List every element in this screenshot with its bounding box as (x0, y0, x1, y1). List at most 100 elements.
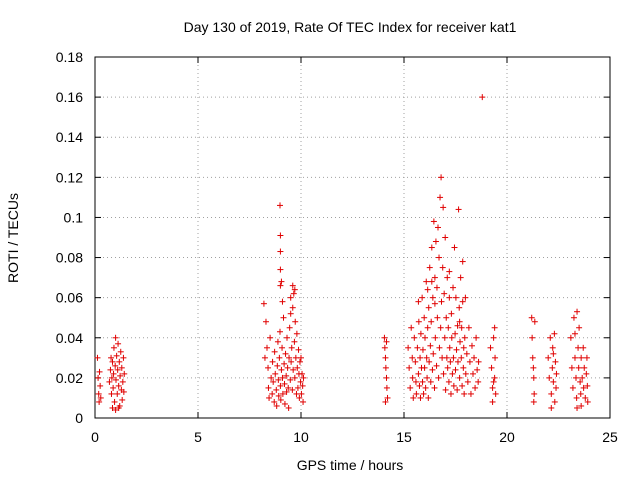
data-point (448, 334, 455, 341)
data-point (431, 300, 438, 307)
data-point (427, 378, 434, 385)
data-point (276, 328, 283, 335)
data-point (279, 390, 286, 397)
data-point (280, 314, 287, 321)
data-point (548, 390, 555, 397)
data-point (577, 378, 584, 385)
data-point (475, 378, 482, 385)
data-point (438, 298, 445, 305)
data-point (577, 390, 584, 397)
data-point (119, 396, 126, 403)
data-point (278, 366, 285, 373)
data-point (443, 354, 450, 361)
data-point (450, 354, 457, 361)
data-point (547, 334, 554, 341)
data-point (491, 374, 498, 381)
data-point (444, 364, 451, 371)
data-point (422, 334, 429, 341)
data-point (108, 390, 115, 397)
data-point (424, 324, 431, 331)
data-point (458, 354, 465, 361)
data-point (551, 398, 558, 405)
data-point (382, 364, 389, 371)
data-point (295, 346, 302, 353)
data-point (409, 354, 416, 361)
data-point (260, 300, 267, 307)
data-point (456, 304, 463, 311)
data-point (382, 398, 389, 405)
data-point (268, 374, 275, 381)
data-point (449, 370, 456, 377)
data-point (417, 354, 424, 361)
data-point (289, 386, 296, 393)
data-point (286, 324, 293, 331)
data-point (576, 324, 583, 331)
data-point (419, 294, 426, 301)
data-point (429, 366, 436, 373)
data-point (296, 358, 303, 365)
data-point (583, 354, 590, 361)
data-point (446, 268, 453, 275)
data-point (291, 338, 298, 345)
data-point (545, 354, 552, 361)
data-point (440, 370, 447, 377)
data-point (277, 396, 284, 403)
data-point (580, 384, 587, 391)
data-point (417, 330, 424, 337)
data-point (447, 358, 454, 365)
data-point (570, 314, 577, 321)
data-point (466, 358, 473, 365)
data-point (115, 404, 122, 411)
data-point (107, 366, 114, 373)
data-point (567, 334, 574, 341)
data-point (472, 384, 479, 391)
data-point (464, 378, 471, 385)
data-point (421, 314, 428, 321)
data-point (530, 398, 537, 405)
data-point (573, 394, 580, 401)
data-point (479, 94, 486, 101)
data-point (410, 394, 417, 401)
data-point (273, 386, 280, 393)
data-point (425, 394, 432, 401)
data-point (459, 298, 466, 305)
data-point (272, 370, 279, 377)
data-point (446, 344, 453, 351)
data-point (458, 324, 465, 331)
data-point (421, 364, 428, 371)
data-point (450, 382, 457, 389)
data-point (463, 350, 470, 357)
x-tick-label-25: 25 (602, 429, 618, 445)
data-point (110, 370, 117, 377)
data-point (420, 390, 427, 397)
data-point (474, 366, 481, 373)
data-point (287, 376, 294, 383)
data-point (444, 274, 451, 281)
data-point (430, 350, 437, 357)
data-point (426, 264, 433, 271)
data-point (276, 202, 283, 209)
data-point (274, 362, 281, 369)
data-point (584, 398, 591, 405)
data-point (548, 404, 555, 411)
data-point (424, 374, 431, 381)
data-point (569, 384, 576, 391)
data-point (440, 204, 447, 211)
data-point (275, 376, 282, 383)
data-point (431, 384, 438, 391)
data-point (95, 390, 102, 397)
data-point (411, 334, 418, 341)
plot-frame (94, 56, 611, 419)
data-point (291, 374, 298, 381)
data-point (430, 218, 437, 225)
data-point (574, 308, 581, 315)
data-point (108, 354, 115, 361)
data-point (491, 324, 498, 331)
data-point (467, 390, 474, 397)
data-point (529, 334, 536, 341)
data-point (267, 334, 274, 341)
y-tick-label-0.02: 0.02 (56, 370, 83, 386)
y-tick-label-0.12: 0.12 (56, 169, 83, 185)
data-point (461, 334, 468, 341)
data-point (273, 402, 280, 409)
